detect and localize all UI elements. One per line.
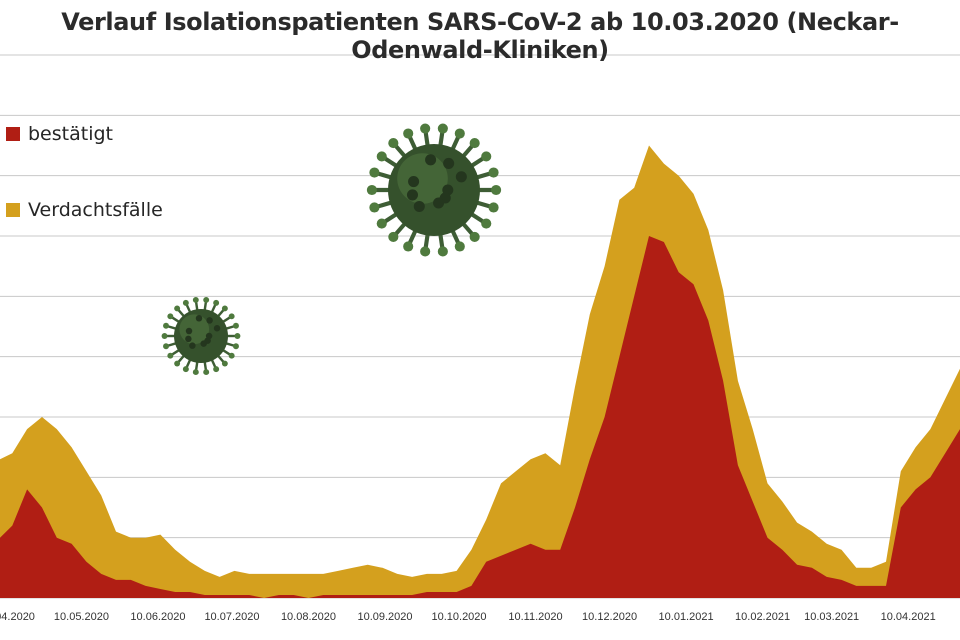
x-tick-label: 10.01.2021: [659, 611, 714, 623]
virus-icon: [366, 123, 502, 257]
gridlines: [0, 54, 960, 599]
legend-label-bestaetigt: bestätigt: [28, 123, 113, 145]
legend-label-verdacht: Verdachtsfälle: [28, 199, 163, 221]
legend-swatch-bestaetigt: [6, 127, 20, 141]
legend-item-bestaetigt: bestätigt: [6, 123, 113, 145]
x-tick-label: 10.10.2020: [431, 611, 486, 623]
x-tick-label: 10.11.2020: [508, 611, 562, 623]
virus-illustrations: [161, 123, 502, 376]
x-axis-ticks: 10.04.2020 10.05.2020 10.06.2020 10.07.2020…: [0, 611, 936, 623]
x-tick-label: 10.02.2021: [735, 611, 790, 623]
x-tick-label: 10.03.2021: [804, 611, 859, 623]
x-tick-label: 10.04.2021: [881, 611, 936, 623]
x-tick-label: 10.04.2020: [0, 611, 35, 623]
x-tick-label: 10.09.2020: [357, 611, 412, 623]
x-tick-label: 10.06.2020: [130, 611, 185, 623]
x-tick-label: 10.08.2020: [281, 611, 336, 623]
x-tick-label: 10.07.2020: [204, 611, 259, 623]
chart-title: Verlauf Isolationspatienten SARS-CoV-2 a…: [61, 8, 899, 64]
virus-icon: [161, 296, 241, 376]
legend-swatch-verdacht: [6, 203, 20, 217]
stacked-areas: [0, 145, 960, 598]
area-bestaetigt: [0, 236, 960, 598]
legend-item-verdacht: Verdachtsfälle: [6, 199, 163, 221]
x-tick-label: 10.12.2020: [582, 611, 637, 623]
x-tick-label: 10.05.2020: [54, 611, 109, 623]
